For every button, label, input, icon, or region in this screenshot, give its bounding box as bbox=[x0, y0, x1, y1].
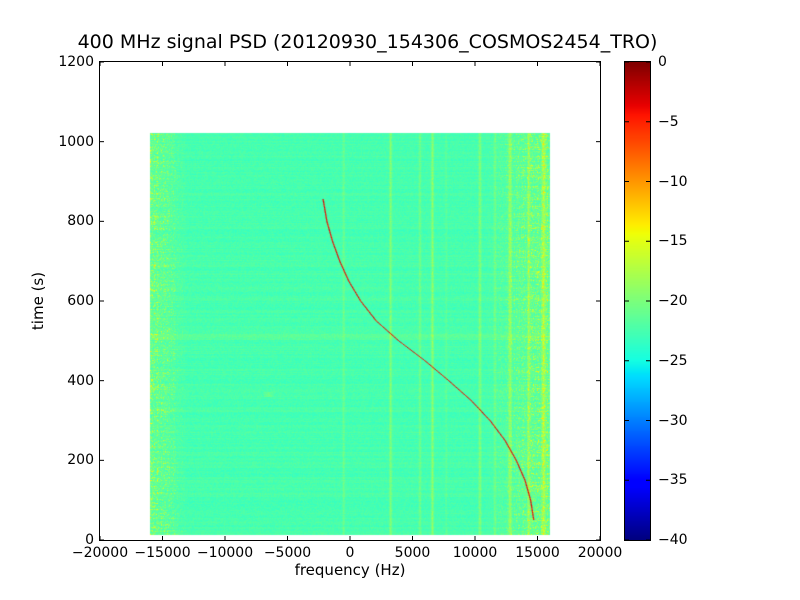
x-tick-label: 15000 bbox=[515, 545, 560, 561]
colorbar-tick-label: −35 bbox=[658, 472, 688, 489]
colorbar-tick-label: −10 bbox=[658, 173, 688, 190]
y-tick-label: 600 bbox=[67, 293, 94, 309]
y-tick-label: 0 bbox=[85, 532, 94, 548]
y-axis-label: time (s) bbox=[29, 271, 47, 331]
colorbar-tick-marks bbox=[625, 62, 650, 540]
axes-tick-marks bbox=[100, 62, 600, 540]
x-tick-label: 5000 bbox=[394, 545, 431, 561]
plot-area bbox=[99, 61, 601, 541]
colorbar-gradient bbox=[625, 62, 650, 540]
colorbar-tick-label: −25 bbox=[658, 352, 688, 369]
x-tick-label: −5000 bbox=[263, 545, 312, 561]
chart-title: 400 MHz signal PSD (20120930_154306_COSM… bbox=[77, 31, 658, 53]
x-tick-label: −20000 bbox=[71, 545, 129, 561]
x-axis-label: frequency (Hz) bbox=[294, 561, 406, 579]
colorbar-tick-label: −20 bbox=[658, 293, 688, 309]
colorbar-tick-label: −40 bbox=[658, 532, 688, 548]
x-tick-label: −15000 bbox=[134, 545, 191, 561]
x-tick-label: 0 bbox=[345, 545, 355, 561]
y-tick-label: 200 bbox=[67, 452, 94, 469]
colorbar-tick-label: −30 bbox=[658, 412, 688, 429]
colorbar bbox=[624, 61, 651, 541]
y-tick-label: 1200 bbox=[58, 54, 94, 70]
colorbar-tick-label: −15 bbox=[658, 233, 688, 250]
x-tick-label: −10000 bbox=[196, 545, 254, 561]
y-tick-label: 1000 bbox=[58, 133, 94, 150]
spectrogram-heatmap bbox=[100, 62, 600, 540]
x-tick-label: 20000 bbox=[577, 545, 623, 561]
colorbar-tick-label: 0 bbox=[658, 54, 667, 70]
colorbar-tick-label: −5 bbox=[658, 113, 679, 130]
x-tick-label: 10000 bbox=[452, 545, 498, 561]
y-tick-label: 400 bbox=[67, 372, 94, 389]
y-tick-label: 800 bbox=[67, 213, 94, 230]
